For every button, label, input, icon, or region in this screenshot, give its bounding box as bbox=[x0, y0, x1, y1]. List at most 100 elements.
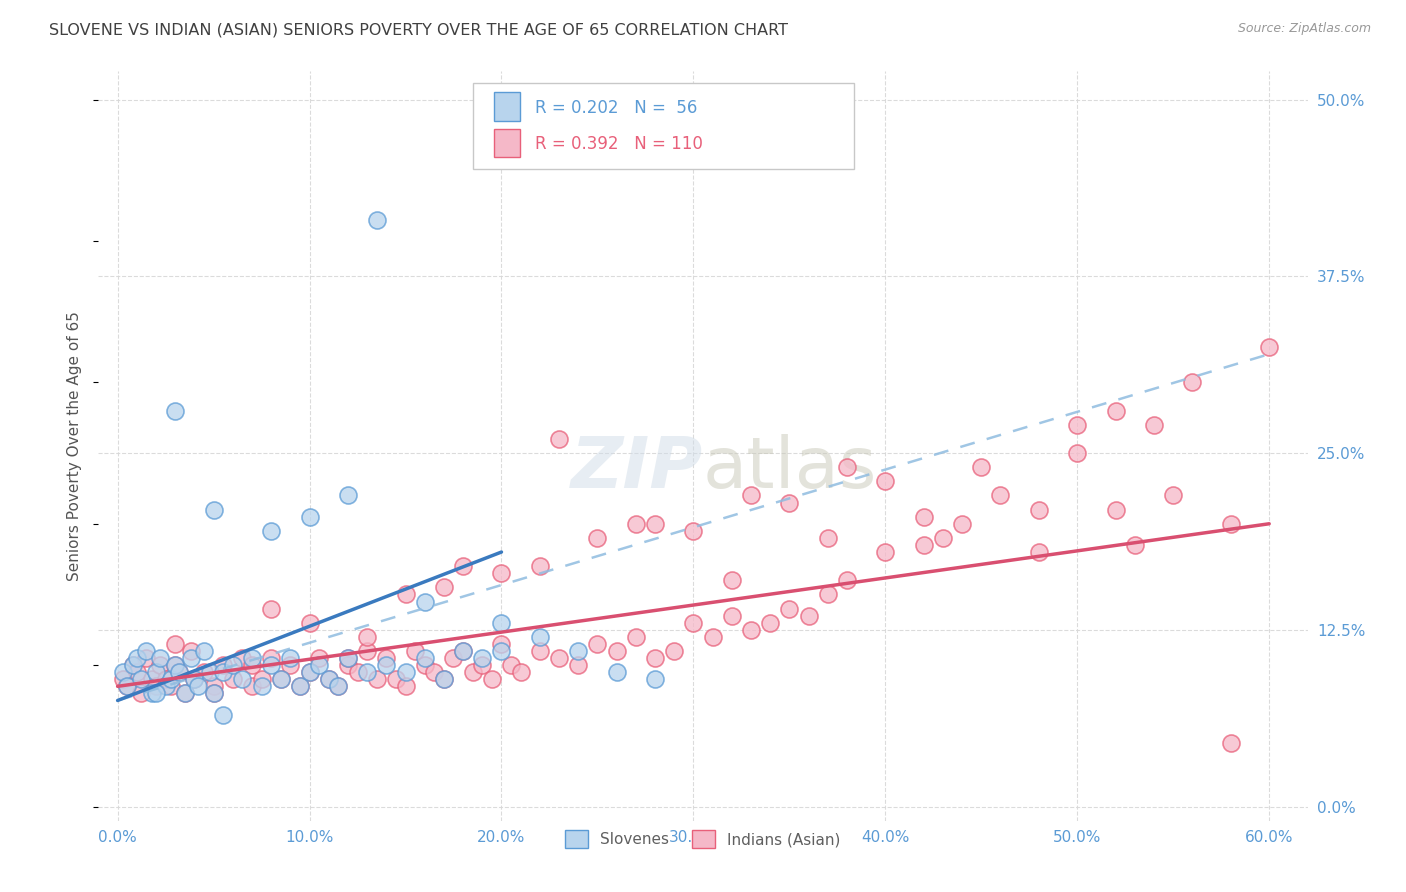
Point bbox=[280, 658, 302, 673]
Point bbox=[135, 644, 157, 658]
Point bbox=[529, 630, 551, 644]
Point bbox=[1181, 376, 1204, 390]
Point bbox=[375, 651, 398, 665]
Point bbox=[548, 651, 571, 665]
Point bbox=[212, 658, 235, 673]
Point bbox=[125, 651, 148, 665]
Point bbox=[141, 686, 163, 700]
Point bbox=[198, 665, 221, 680]
Point bbox=[606, 644, 628, 658]
Point bbox=[193, 644, 215, 658]
Point bbox=[451, 644, 474, 658]
Point bbox=[912, 538, 935, 552]
Point bbox=[443, 651, 465, 665]
Point bbox=[624, 630, 647, 644]
Point bbox=[346, 665, 368, 680]
Point bbox=[586, 637, 609, 651]
Point bbox=[1066, 417, 1088, 432]
Point bbox=[491, 644, 513, 658]
Point bbox=[740, 623, 762, 637]
Point bbox=[135, 651, 157, 665]
Point bbox=[413, 594, 436, 608]
Point bbox=[145, 686, 167, 700]
Point bbox=[240, 658, 263, 673]
Point bbox=[1104, 502, 1126, 516]
Point bbox=[932, 531, 955, 545]
Point bbox=[385, 673, 408, 687]
Point bbox=[797, 608, 820, 623]
Point bbox=[567, 644, 589, 658]
Point bbox=[165, 403, 187, 417]
Point bbox=[451, 559, 474, 574]
Point bbox=[125, 665, 148, 680]
Point bbox=[336, 651, 359, 665]
Point bbox=[260, 524, 283, 538]
Text: ZIP: ZIP bbox=[571, 434, 703, 503]
Point bbox=[970, 460, 993, 475]
Point bbox=[122, 658, 145, 673]
Point bbox=[481, 673, 503, 687]
Point bbox=[817, 531, 839, 545]
Point bbox=[165, 637, 187, 651]
Point bbox=[149, 658, 172, 673]
Point bbox=[682, 524, 704, 538]
Point bbox=[288, 679, 311, 693]
Point bbox=[145, 665, 167, 680]
Point bbox=[491, 637, 513, 651]
Point bbox=[155, 673, 177, 687]
Point bbox=[193, 665, 215, 680]
Point bbox=[336, 651, 359, 665]
Point bbox=[115, 679, 138, 693]
Point bbox=[394, 679, 416, 693]
Point bbox=[682, 615, 704, 630]
Point bbox=[270, 673, 292, 687]
Point bbox=[260, 658, 283, 673]
Point bbox=[231, 651, 253, 665]
Point bbox=[1143, 417, 1166, 432]
Point bbox=[167, 665, 190, 680]
Point bbox=[202, 686, 225, 700]
Text: R = 0.202   N =  56: R = 0.202 N = 56 bbox=[534, 99, 697, 118]
Point bbox=[740, 488, 762, 502]
Point bbox=[433, 580, 456, 594]
Point bbox=[141, 673, 163, 687]
Point bbox=[298, 615, 321, 630]
Y-axis label: Seniors Poverty Over the Age of 65: Seniors Poverty Over the Age of 65 bbox=[67, 311, 83, 581]
Point bbox=[1028, 545, 1050, 559]
Point bbox=[720, 574, 742, 588]
Point bbox=[1028, 502, 1050, 516]
Point bbox=[115, 679, 138, 693]
Point bbox=[375, 658, 398, 673]
Point bbox=[548, 432, 571, 446]
Point bbox=[423, 665, 446, 680]
Point bbox=[202, 686, 225, 700]
Point bbox=[298, 665, 321, 680]
Point bbox=[950, 516, 973, 531]
Point bbox=[509, 665, 531, 680]
Point bbox=[250, 673, 273, 687]
FancyBboxPatch shape bbox=[494, 128, 520, 157]
Point bbox=[202, 502, 225, 516]
Point bbox=[567, 658, 589, 673]
Point bbox=[644, 516, 666, 531]
Point bbox=[212, 665, 235, 680]
Point bbox=[990, 488, 1012, 502]
Point bbox=[644, 673, 666, 687]
Point bbox=[1066, 446, 1088, 460]
Point bbox=[240, 679, 263, 693]
Point bbox=[149, 651, 172, 665]
Point bbox=[270, 673, 292, 687]
Point bbox=[404, 644, 426, 658]
Point bbox=[529, 644, 551, 658]
Text: SLOVENE VS INDIAN (ASIAN) SENIORS POVERTY OVER THE AGE OF 65 CORRELATION CHART: SLOVENE VS INDIAN (ASIAN) SENIORS POVERT… bbox=[49, 22, 789, 37]
Point bbox=[112, 673, 135, 687]
Point bbox=[835, 460, 858, 475]
Point bbox=[336, 488, 359, 502]
Point bbox=[328, 679, 350, 693]
Point bbox=[122, 658, 145, 673]
Point bbox=[1219, 736, 1241, 750]
Point bbox=[167, 665, 190, 680]
Point bbox=[912, 509, 935, 524]
Point bbox=[778, 495, 800, 509]
Point bbox=[624, 516, 647, 531]
